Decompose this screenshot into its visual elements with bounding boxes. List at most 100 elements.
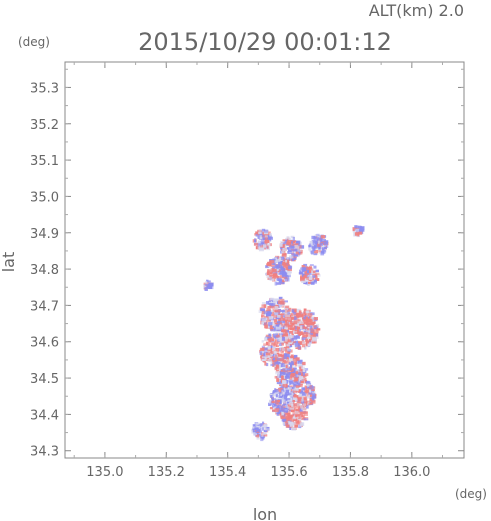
echo-cell (304, 397, 307, 400)
echo-cell (253, 432, 257, 435)
echo-cell (285, 405, 289, 409)
echo-cell (295, 369, 300, 373)
echo-cell (277, 278, 283, 282)
x-axis-ticks: 135.0 135.2 135.4 135.6 135.8 136.0 (73, 62, 444, 480)
echo-cell (292, 365, 296, 368)
echo-cell (290, 316, 296, 320)
echo-cell (298, 424, 303, 428)
echo-cell (283, 403, 287, 406)
echo-cell (255, 422, 261, 425)
echo-cell (272, 315, 277, 319)
echo-cell (281, 329, 284, 332)
echo-cell (293, 390, 298, 394)
echo-cell (277, 269, 281, 273)
echo-cell (290, 414, 294, 419)
echo-cell (311, 333, 316, 337)
echo-cell (308, 392, 313, 395)
echo-cell (289, 402, 294, 406)
echo-cell (291, 377, 295, 380)
echo-cell (258, 229, 262, 233)
echo-cell (301, 375, 306, 379)
echo-cell (298, 359, 303, 363)
echo-cell (298, 332, 302, 336)
echo-cell (255, 430, 258, 434)
echo-cell (301, 387, 305, 391)
echo-cell (291, 309, 295, 313)
echo-cell (208, 285, 212, 289)
echo-cell (310, 282, 315, 285)
echo-cell (268, 333, 271, 337)
echo-cell (295, 404, 299, 409)
echo-cell (281, 281, 285, 285)
echo-cell (323, 242, 328, 246)
echo-cell (313, 317, 318, 321)
echo-cell (288, 265, 292, 270)
echo-cell (269, 271, 273, 274)
echo-cell (285, 383, 288, 388)
echo-cell (275, 371, 280, 375)
echo-cell (294, 331, 298, 334)
echo-cell (313, 252, 318, 256)
echo-cell (286, 412, 291, 416)
echo-cell (301, 271, 306, 274)
echo-cell (266, 301, 271, 305)
echo-cell (272, 350, 277, 354)
echo-cell (299, 408, 303, 412)
echo-cell (262, 237, 265, 240)
echo-cell (277, 397, 281, 400)
echo-cell (291, 368, 295, 372)
echo-cell (307, 401, 310, 404)
echo-cell (288, 370, 293, 373)
echo-cell (262, 426, 267, 431)
echo-field (203, 225, 365, 442)
echo-cell (308, 315, 312, 319)
echo-cell (255, 234, 258, 237)
echo-cell (281, 347, 286, 352)
y-unit-label: (deg) (18, 35, 50, 49)
echo-cell (301, 279, 306, 283)
echo-cell (295, 357, 300, 361)
echo-cell (296, 402, 302, 407)
echo-cell (271, 340, 276, 345)
echo-cell (290, 382, 295, 385)
echo-cell (285, 323, 290, 328)
echo-cell (278, 336, 282, 341)
echo-cell (264, 324, 268, 329)
echo-cell (283, 375, 287, 379)
echo-cell (308, 394, 311, 399)
echo-cell (291, 409, 294, 413)
x-tick-label: 135.4 (209, 465, 246, 480)
echo-cell (306, 404, 309, 409)
echo-cell (300, 380, 304, 384)
echo-cell (303, 335, 307, 339)
echo-cell (292, 249, 297, 252)
echo-cell (318, 250, 322, 253)
echo-cell (290, 312, 294, 316)
echo-cell (269, 274, 274, 277)
echo-cell (311, 235, 316, 240)
echo-cell (316, 274, 321, 277)
echo-cell (281, 390, 284, 394)
echo-cell (270, 402, 274, 406)
echo-cell (272, 347, 276, 351)
echo-cell (309, 393, 313, 397)
echo-cell (266, 326, 271, 329)
echo-cell (268, 276, 272, 281)
echo-cell (278, 261, 283, 266)
echo-cell (299, 405, 303, 409)
echo-cell (273, 273, 278, 277)
echo-cell (297, 313, 302, 318)
echo-cell (266, 271, 270, 275)
echo-cell (306, 269, 309, 274)
echo-cell (269, 353, 272, 357)
echo-cell (296, 401, 301, 404)
echo-cell (289, 246, 295, 250)
echo-cell (275, 399, 279, 404)
echo-cell (287, 415, 291, 419)
echo-cell (297, 418, 301, 421)
echo-cell (294, 398, 298, 402)
echo-cell (308, 243, 312, 248)
echo-cell (320, 235, 326, 239)
echo-cell (263, 432, 266, 435)
echo-cell (281, 275, 287, 278)
